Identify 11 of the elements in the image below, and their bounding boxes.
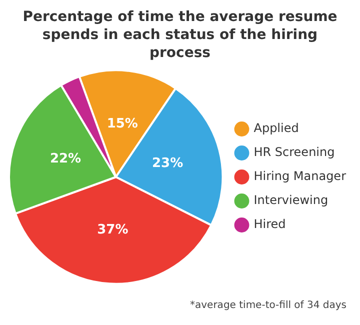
text: *average time-to-fill of 34 days bbox=[190, 300, 347, 311]
data-label: 23% bbox=[152, 156, 184, 171]
legend-label: Hiring Manager bbox=[254, 169, 346, 184]
legend-label: Applied bbox=[254, 121, 299, 136]
chart-title: Percentage of time the average resume spends in each status of the hiring process bbox=[22, 8, 338, 62]
legend-label: Hired bbox=[254, 217, 286, 232]
legend-label: Interviewing bbox=[254, 193, 328, 208]
legend-label: HR Screening bbox=[254, 145, 335, 160]
data-label: 22% bbox=[50, 151, 82, 166]
data-label: 15% bbox=[106, 116, 138, 132]
data-label: 37% bbox=[97, 222, 128, 238]
